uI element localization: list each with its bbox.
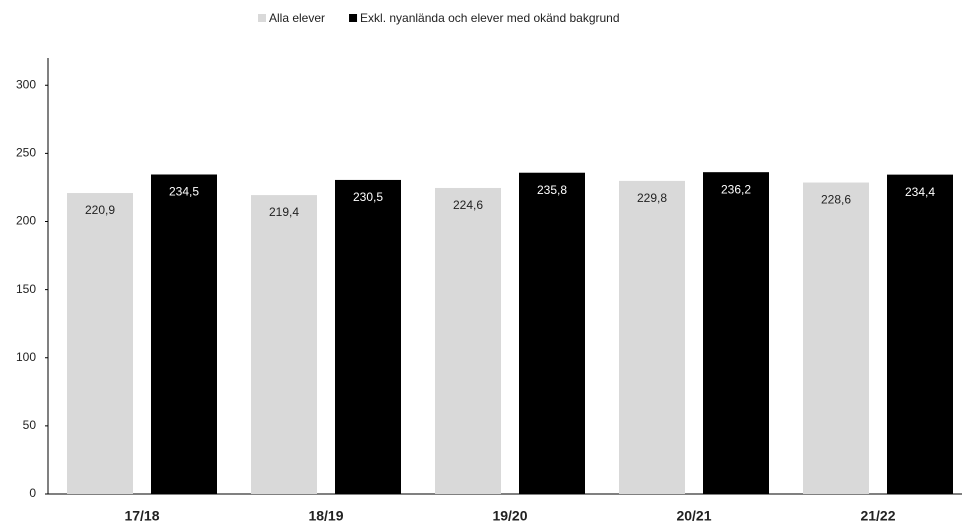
bar bbox=[435, 187, 501, 495]
y-tick-label: 150 bbox=[16, 282, 36, 296]
legend-label: Exkl. nyanlända och elever med okänd bak… bbox=[360, 11, 620, 25]
legend-swatch bbox=[349, 14, 358, 22]
value-label: 229,8 bbox=[637, 191, 667, 205]
bar bbox=[619, 180, 685, 494]
y-tick-label: 100 bbox=[16, 350, 36, 364]
y-tick-label: 0 bbox=[29, 486, 36, 500]
value-label: 228,6 bbox=[821, 193, 851, 207]
value-label: 219,4 bbox=[269, 205, 299, 219]
legend-label: Alla elever bbox=[269, 11, 325, 25]
bar bbox=[887, 174, 953, 494]
value-label: 220,9 bbox=[85, 203, 115, 217]
bar bbox=[703, 172, 769, 495]
y-tick-label: 50 bbox=[23, 418, 37, 432]
legend-swatch bbox=[258, 14, 266, 22]
bar bbox=[335, 179, 401, 494]
value-label: 224,6 bbox=[453, 198, 483, 212]
bar bbox=[151, 174, 217, 494]
value-label: 235,8 bbox=[537, 183, 567, 197]
bar bbox=[251, 195, 317, 494]
value-label: 230,5 bbox=[353, 190, 383, 204]
value-label: 234,4 bbox=[905, 185, 935, 199]
value-label: 234,5 bbox=[169, 185, 199, 199]
y-tick-label: 200 bbox=[16, 214, 36, 228]
bar bbox=[519, 172, 585, 494]
x-tick-label: 17/18 bbox=[124, 508, 159, 524]
x-tick-label: 20/21 bbox=[676, 508, 711, 524]
bar bbox=[67, 193, 133, 494]
x-tick-label: 19/20 bbox=[492, 508, 527, 524]
y-tick-label: 300 bbox=[16, 77, 36, 91]
bar bbox=[803, 182, 869, 494]
value-label: 236,2 bbox=[721, 182, 751, 196]
x-tick-label: 18/19 bbox=[308, 508, 343, 524]
y-tick-label: 250 bbox=[16, 146, 36, 160]
x-tick-label: 21/22 bbox=[860, 508, 895, 524]
